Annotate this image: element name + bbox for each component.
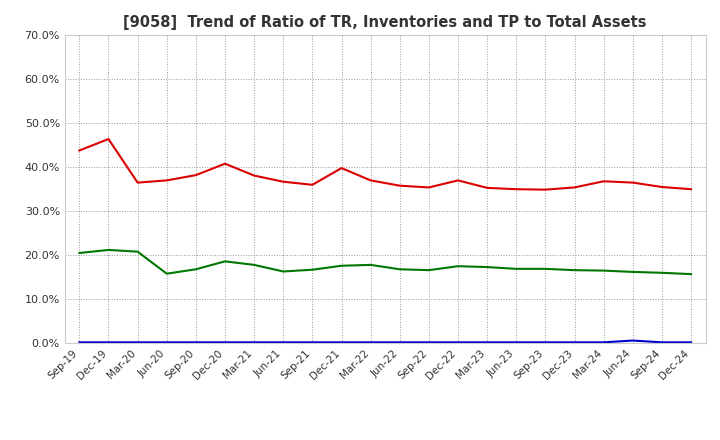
Inventories (395, 340, 404, 345)
Trade Payables (220, 259, 229, 264)
Inventories (512, 340, 521, 345)
Trade Receivables (104, 136, 113, 142)
Inventories (541, 340, 550, 345)
Trade Receivables (483, 185, 492, 191)
Trade Receivables (599, 179, 608, 184)
Trade Receivables (541, 187, 550, 192)
Trade Payables (629, 269, 637, 275)
Trade Payables (687, 271, 696, 277)
Inventories (220, 340, 229, 345)
Inventories (657, 340, 666, 345)
Trade Payables (75, 250, 84, 256)
Trade Payables (163, 271, 171, 276)
Title: [9058]  Trend of Ratio of TR, Inventories and TP to Total Assets: [9058] Trend of Ratio of TR, Inventories… (123, 15, 647, 30)
Trade Receivables (395, 183, 404, 188)
Trade Receivables (279, 179, 287, 184)
Trade Payables (599, 268, 608, 273)
Inventories (163, 340, 171, 345)
Trade Receivables (425, 185, 433, 190)
Trade Payables (483, 264, 492, 270)
Line: Trade Payables: Trade Payables (79, 250, 691, 274)
Inventories (687, 340, 696, 345)
Trade Payables (133, 249, 142, 254)
Trade Payables (454, 264, 462, 269)
Trade Receivables (192, 172, 200, 178)
Trade Receivables (308, 182, 317, 187)
Trade Receivables (687, 187, 696, 192)
Inventories (629, 338, 637, 343)
Inventories (133, 340, 142, 345)
Trade Receivables (657, 184, 666, 190)
Trade Payables (192, 267, 200, 272)
Inventories (250, 340, 258, 345)
Trade Payables (104, 247, 113, 253)
Trade Payables (570, 268, 579, 273)
Inventories (570, 340, 579, 345)
Trade Receivables (75, 148, 84, 153)
Trade Receivables (133, 180, 142, 185)
Inventories (279, 340, 287, 345)
Trade Receivables (220, 161, 229, 166)
Trade Receivables (366, 178, 375, 183)
Trade Receivables (454, 178, 462, 183)
Trade Receivables (337, 165, 346, 171)
Inventories (483, 340, 492, 345)
Line: Inventories: Inventories (79, 341, 691, 342)
Trade Receivables (629, 180, 637, 185)
Trade Payables (279, 269, 287, 274)
Inventories (75, 340, 84, 345)
Trade Payables (250, 262, 258, 268)
Inventories (366, 340, 375, 345)
Inventories (192, 340, 200, 345)
Trade Payables (541, 266, 550, 271)
Trade Payables (308, 267, 317, 272)
Trade Receivables (250, 173, 258, 178)
Inventories (454, 340, 462, 345)
Inventories (308, 340, 317, 345)
Trade Payables (337, 263, 346, 268)
Trade Payables (395, 267, 404, 272)
Inventories (425, 340, 433, 345)
Trade Payables (657, 270, 666, 275)
Trade Payables (425, 268, 433, 273)
Trade Payables (512, 266, 521, 271)
Trade Receivables (512, 187, 521, 192)
Line: Trade Receivables: Trade Receivables (79, 139, 691, 190)
Trade Receivables (163, 178, 171, 183)
Legend: Trade Receivables, Inventories, Trade Payables: Trade Receivables, Inventories, Trade Pa… (161, 436, 610, 440)
Trade Receivables (570, 185, 579, 190)
Inventories (104, 340, 113, 345)
Inventories (337, 340, 346, 345)
Inventories (599, 340, 608, 345)
Trade Payables (366, 262, 375, 268)
